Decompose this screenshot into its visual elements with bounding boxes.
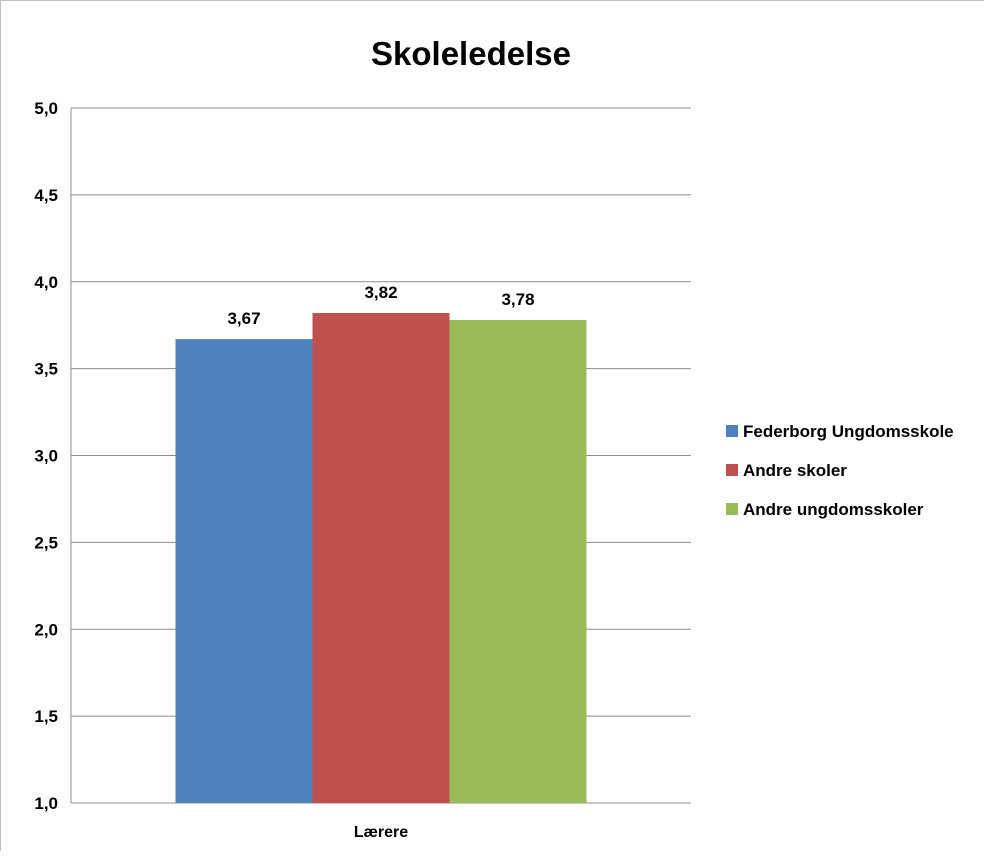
y-tick-label: 2,5	[34, 533, 58, 552]
y-tick-label: 1,5	[34, 707, 58, 726]
y-tick-label: 1,0	[34, 794, 58, 813]
bar	[449, 319, 587, 803]
data-labels: 3,67 3,82 3,78	[227, 283, 534, 328]
y-axis: 1,0 1,5 2,0 2,5 3,0 3,5 4,0 4,5 5,0	[34, 99, 72, 813]
y-tick-label: 4,0	[34, 273, 58, 292]
x-axis: Lærere	[354, 824, 408, 841]
x-tick-label: Lærere	[354, 824, 408, 841]
data-label: 3,67	[227, 309, 260, 328]
legend: Federborg Ungdomsskole Andre skoler Andre …	[726, 422, 954, 519]
legend-swatch	[726, 464, 738, 476]
legend-swatch	[726, 425, 738, 437]
y-tick-label: 4,5	[34, 186, 58, 205]
legend-label: Andre ungdomsskoler	[743, 500, 924, 519]
bar	[312, 313, 450, 803]
legend-label: Federborg Ungdomsskole	[743, 422, 954, 441]
bar	[175, 339, 313, 803]
legend-swatch	[726, 503, 738, 515]
y-tick-label: 3,0	[34, 447, 58, 466]
chart-title: Skoleledelse	[371, 35, 571, 72]
legend-label: Andre skoler	[743, 461, 847, 480]
data-label: 3,78	[501, 290, 534, 309]
y-tick-label: 2,0	[34, 620, 58, 639]
y-tick-label: 3,5	[34, 360, 58, 379]
data-label: 3,82	[364, 283, 397, 302]
bars	[175, 313, 587, 803]
y-tick-label: 5,0	[34, 99, 58, 118]
